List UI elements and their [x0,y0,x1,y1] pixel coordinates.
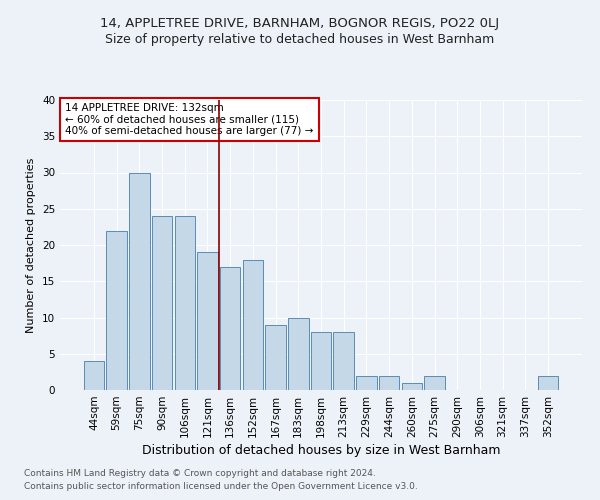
Bar [242,260,263,390]
Bar [106,230,127,390]
Bar [84,361,104,390]
Bar [220,267,241,390]
Bar [401,383,422,390]
X-axis label: Distribution of detached houses by size in West Barnham: Distribution of detached houses by size … [142,444,500,457]
Bar [311,332,331,390]
Bar [334,332,354,390]
Text: 14, APPLETREE DRIVE, BARNHAM, BOGNOR REGIS, PO22 0LJ: 14, APPLETREE DRIVE, BARNHAM, BOGNOR REG… [100,18,500,30]
Bar [152,216,172,390]
Bar [288,318,308,390]
Bar [197,252,218,390]
Text: Contains public sector information licensed under the Open Government Licence v3: Contains public sector information licen… [24,482,418,491]
Bar [175,216,195,390]
Text: 14 APPLETREE DRIVE: 132sqm
← 60% of detached houses are smaller (115)
40% of sem: 14 APPLETREE DRIVE: 132sqm ← 60% of deta… [65,103,314,136]
Y-axis label: Number of detached properties: Number of detached properties [26,158,37,332]
Bar [356,376,377,390]
Bar [538,376,558,390]
Bar [379,376,400,390]
Bar [265,325,286,390]
Text: Contains HM Land Registry data © Crown copyright and database right 2024.: Contains HM Land Registry data © Crown c… [24,468,376,477]
Bar [424,376,445,390]
Bar [129,172,149,390]
Text: Size of property relative to detached houses in West Barnham: Size of property relative to detached ho… [106,32,494,46]
